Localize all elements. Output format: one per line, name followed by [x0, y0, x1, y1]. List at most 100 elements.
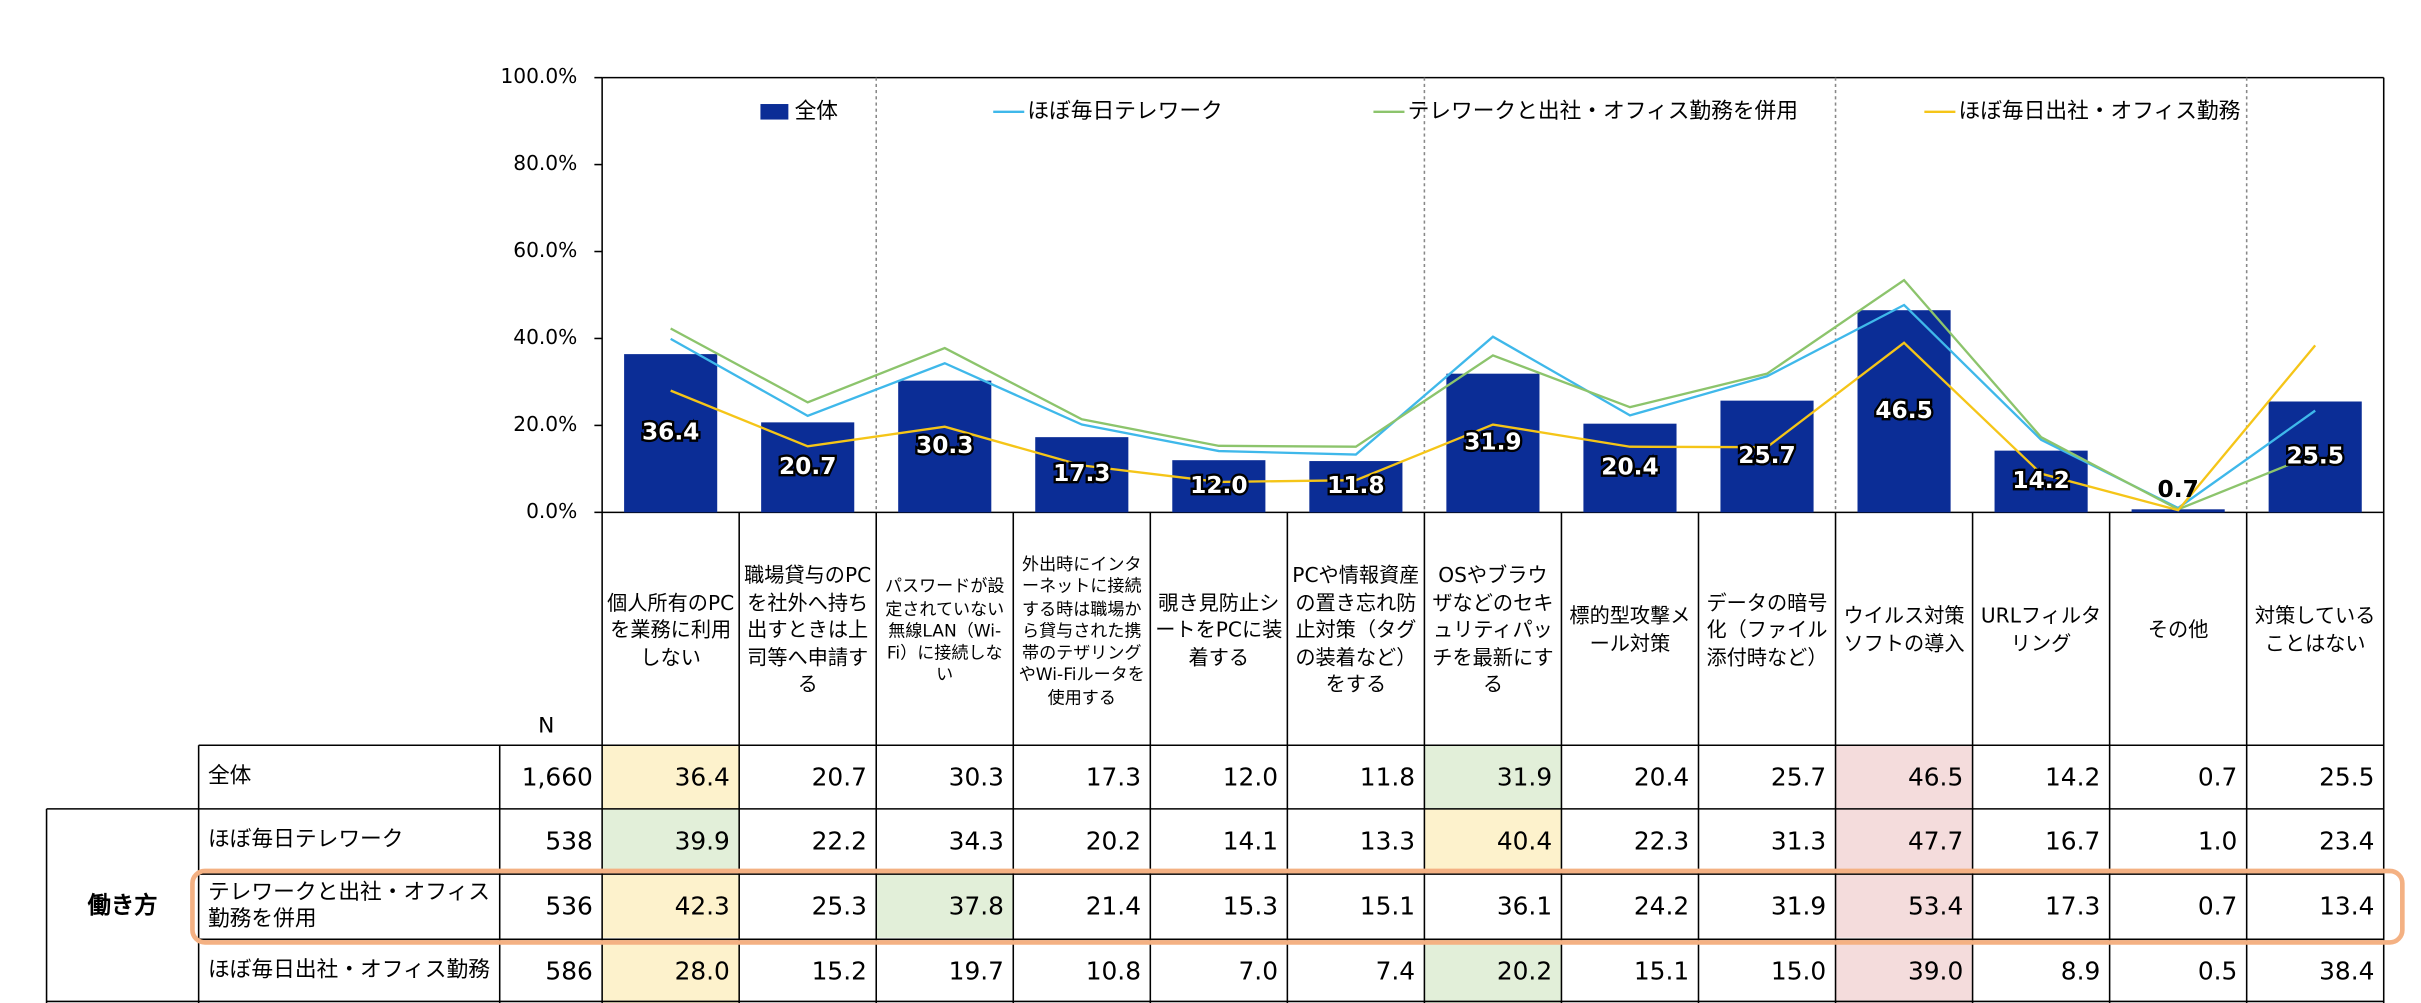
- bar: [1720, 400, 1814, 513]
- table-cell: 31.9: [1496, 762, 1553, 792]
- line-series: [670, 278, 2316, 511]
- table-cell: 36.1: [1496, 891, 1553, 921]
- table-cell: 1.0: [2197, 825, 2238, 856]
- column-header: 覗き見防止シートをPCに装着する: [1155, 592, 1283, 671]
- table-cell: 15.1: [1633, 956, 1690, 986]
- legend-label: 全体: [795, 99, 839, 124]
- column-header: PCや情報資産の置き忘れ防止対策（タグの装着など）をする: [1292, 565, 1420, 698]
- table-cell: 30.3: [948, 762, 1004, 792]
- data-label: 30.3: [916, 432, 973, 459]
- table-cell: 53.4: [1907, 891, 1964, 921]
- column-header: 職場貸与のPCを社外へ持ち出すときは上司等へ申請する: [744, 565, 872, 698]
- table-cell: 22.2: [811, 825, 867, 856]
- table-cell: 20.2: [1085, 825, 1141, 856]
- column-header: OSやブラウザなどのセキュリティパッチを最新にする: [1432, 565, 1554, 698]
- table-cell: 22.3: [1633, 825, 1690, 856]
- table-cell: 20.2: [1496, 956, 1553, 986]
- column-header: その他: [2147, 619, 2209, 644]
- cell-highlight: [602, 745, 740, 809]
- cell-highlight: [602, 939, 740, 1003]
- table-cell: 17.3: [1085, 762, 1141, 792]
- cell-highlight: [876, 874, 1014, 938]
- legend-label: ほぼ毎日出社・オフィス勤務: [1958, 99, 2240, 124]
- y-tick-label: 80.0%: [513, 151, 577, 175]
- data-label: 25.7: [1738, 442, 1795, 469]
- data-label: 25.5: [2286, 442, 2343, 469]
- table-cell: 24.2: [1633, 891, 1690, 921]
- cell-highlight: [1835, 745, 1973, 809]
- bar: [898, 380, 992, 513]
- table-cell: 37.8: [948, 891, 1004, 921]
- table-cell: 17.3: [2044, 891, 2101, 921]
- bar: [1583, 423, 1677, 513]
- y-tick-label: 40.0%: [513, 325, 577, 349]
- line-series: [670, 303, 2316, 510]
- table-cell: 12.0: [1222, 762, 1279, 792]
- row-label: テレワークと出社・オフィス勤務を併用: [207, 879, 490, 931]
- table-cell: 14.2: [2044, 762, 2101, 792]
- table-cell: 0.7: [2197, 762, 2238, 792]
- table-cell: 19.7: [948, 956, 1004, 986]
- cell-highlight: [602, 874, 740, 938]
- table-cell: 34.3: [948, 825, 1004, 856]
- legend-label: テレワークと出社・オフィス勤務を併用: [1408, 99, 1798, 124]
- n-cell: 536: [545, 891, 593, 921]
- table-cell: 25.5: [2319, 762, 2375, 792]
- table-cell: 15.0: [1770, 956, 1827, 986]
- y-tick-label: 20.0%: [513, 412, 577, 436]
- row-label: 全体: [207, 764, 252, 789]
- cell-highlight: [1424, 745, 1562, 809]
- n-cell: 538: [545, 825, 593, 856]
- column-header: ウイルス対策ソフトの導入: [1843, 606, 1965, 657]
- line-series: [670, 341, 2317, 512]
- table-cell: 31.9: [1770, 891, 1827, 921]
- data-label: 20.7: [779, 453, 836, 480]
- cell-highlight: [602, 808, 740, 873]
- cell-highlight: [1835, 808, 1973, 873]
- table-cell: 39.9: [674, 825, 730, 856]
- table-cell: 15.3: [1222, 891, 1279, 921]
- y-tick-label: 60.0%: [513, 238, 577, 262]
- n-cell: 1,660: [521, 762, 593, 792]
- bar: [1172, 460, 1266, 513]
- group-label: 働き方: [87, 890, 158, 919]
- bar: [2268, 401, 2362, 513]
- y-tick-label: 100.0%: [500, 64, 577, 88]
- cell-highlight: [1424, 808, 1562, 873]
- y-tick-label: 0.0%: [526, 499, 577, 523]
- column-header: 対策していることはない: [2254, 606, 2376, 657]
- bar: [1035, 437, 1129, 513]
- table-cell: 7.4: [1375, 956, 1416, 986]
- table-cell: 13.4: [2319, 891, 2375, 921]
- data-label: 11.8: [1327, 472, 1384, 499]
- data-label: 46.5: [1875, 397, 1932, 424]
- legend-swatch: [760, 104, 789, 120]
- table-cell: 15.1: [1359, 891, 1416, 921]
- table-cell: 39.0: [1907, 956, 1964, 986]
- cell-highlight: [1835, 874, 1973, 938]
- table-cell: 28.0: [674, 956, 730, 986]
- table-cell: 25.7: [1770, 762, 1827, 792]
- table-cell: 10.8: [1085, 956, 1141, 986]
- table-cell: 16.7: [2044, 825, 2101, 856]
- legend-label: ほぼ毎日テレワーク: [1027, 99, 1222, 124]
- table-cell: 7.0: [1238, 956, 1279, 986]
- table-cell: 21.4: [1085, 891, 1141, 921]
- table-cell: 20.7: [811, 762, 867, 792]
- column-header: 個人所有のPCを業務に利用しない: [607, 592, 735, 671]
- data-label: 12.0: [1190, 472, 1247, 499]
- row-label: ほぼ毎日テレワーク: [207, 827, 404, 853]
- row-highlight: [190, 868, 2405, 945]
- column-header: データの暗号化（ファイル添付時など）: [1706, 592, 1828, 671]
- bar: [624, 354, 718, 513]
- table-cell: 40.4: [1496, 825, 1553, 856]
- cell-highlight: [1424, 939, 1562, 1003]
- bar: [1309, 461, 1403, 513]
- table-cell: 8.9: [2060, 956, 2101, 986]
- cell-highlight: [1835, 939, 1973, 1003]
- data-label: 0.7: [2158, 476, 2199, 503]
- table-cell: 38.4: [2319, 956, 2375, 986]
- table-cell: 31.3: [1770, 825, 1827, 856]
- table-cell: 15.2: [811, 956, 867, 986]
